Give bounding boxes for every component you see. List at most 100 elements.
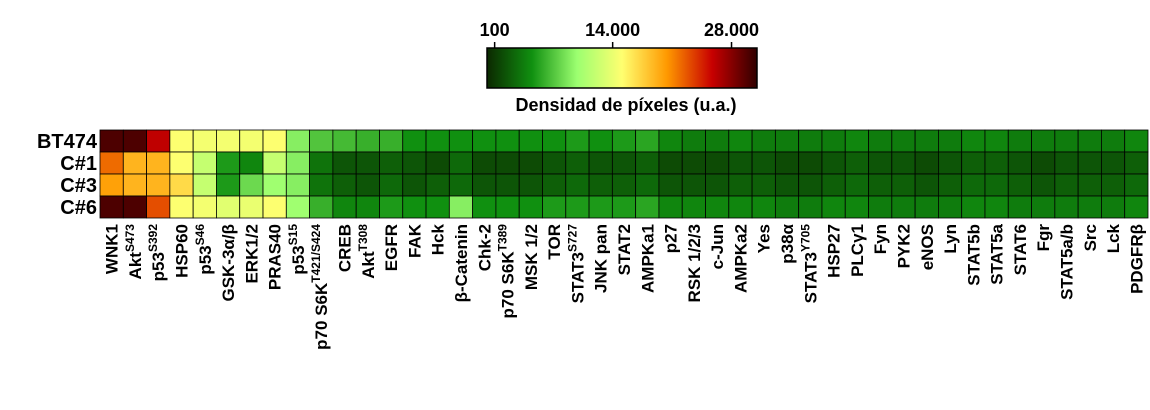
- heatmap-cell: [1124, 173, 1149, 197]
- heatmap-cell: [774, 173, 800, 197]
- column-label: Lyn: [941, 224, 960, 254]
- column-label: Lck: [1104, 223, 1123, 253]
- heatmap-cell: [938, 173, 963, 197]
- heatmap-cell: [751, 173, 776, 197]
- heatmap-cell: [751, 151, 776, 175]
- column-label-superscript: S392: [146, 224, 160, 252]
- heatmap-cell: [495, 173, 520, 197]
- column-label: p70 S6KT421/S424: [309, 224, 331, 350]
- heatmap-cell: [239, 173, 264, 197]
- heatmap-cell: [192, 195, 217, 219]
- heatmap-cell: [448, 151, 474, 175]
- heatmap-cell: [565, 195, 590, 219]
- heatmap-cell: [681, 173, 706, 197]
- column-label-name: HSP27: [825, 224, 844, 278]
- column-label-name: PDGFRβ: [1127, 224, 1146, 294]
- column-label-name: ERK1/2: [242, 224, 261, 284]
- heatmap-cell: [705, 195, 730, 219]
- heatmap-cell: [868, 173, 893, 197]
- column-label-name: FAK: [405, 223, 424, 258]
- column-label: STAT2: [615, 224, 634, 275]
- heatmap-cell: [122, 129, 147, 153]
- heatmap-cell: [798, 173, 823, 197]
- heatmap-cell: [635, 195, 660, 219]
- column-label-name: PLCγ1: [848, 224, 867, 277]
- heatmap-cell: [658, 129, 683, 153]
- column-label: p53S15: [286, 224, 308, 275]
- heatmap-cell: [914, 195, 939, 219]
- heatmap-cell: [984, 129, 1009, 153]
- heatmap-cell: [332, 129, 357, 153]
- column-label: AktS473: [123, 224, 145, 280]
- heatmap-cell: [518, 173, 543, 197]
- heatmap-cell: [169, 173, 194, 197]
- heatmap-cell: [402, 195, 427, 219]
- column-label-superscript: S15: [286, 224, 300, 246]
- heatmap-cell: [1077, 151, 1102, 175]
- column-label-name: STAT5a/b: [1057, 224, 1076, 300]
- column-label-name: Lck: [1104, 223, 1123, 253]
- column-label: PRAS40: [266, 224, 285, 290]
- heatmap-cell: [495, 151, 520, 175]
- heatmap-cell: [309, 129, 334, 153]
- heatmap-cell: [611, 129, 637, 153]
- heatmap-cell: [99, 173, 124, 197]
- heatmap-cell: [844, 129, 869, 153]
- column-label-name: Hck: [429, 223, 448, 255]
- column-label-superscript: T308: [356, 224, 370, 252]
- column-label: HSP27: [825, 224, 844, 278]
- column-label: STAT5b: [964, 224, 983, 286]
- heatmap-cell: [472, 129, 497, 153]
- column-label-name: Akt: [359, 251, 378, 279]
- colorbar-tick-label: 28.000: [704, 20, 759, 40]
- column-label: CREB: [336, 224, 355, 272]
- column-label: Chk-2: [475, 224, 494, 271]
- column-label: p38α: [778, 223, 797, 263]
- heatmap-cell: [448, 195, 474, 219]
- column-label: β-Catenin: [452, 224, 471, 302]
- column-label-name: STAT3: [801, 252, 820, 303]
- heatmap-cell: [611, 173, 637, 197]
- heatmap-cell: [1007, 151, 1032, 175]
- column-label: AMPKa1: [638, 224, 657, 293]
- heatmap-cell: [1124, 151, 1149, 175]
- column-label: AMPKa2: [731, 224, 750, 293]
- heatmap-cell: [542, 129, 567, 153]
- heatmap-cell: [751, 195, 776, 219]
- heatmap-cell: [891, 195, 916, 219]
- heatmap-cell: [122, 173, 147, 197]
- heatmap-cell: [658, 173, 683, 197]
- column-label: ERK1/2: [242, 224, 261, 284]
- column-label: Fyn: [871, 224, 890, 254]
- heatmap-cell: [99, 151, 124, 175]
- heatmap-cell: [332, 195, 357, 219]
- heatmap-cell: [705, 151, 730, 175]
- column-label-name: PRAS40: [266, 224, 285, 290]
- column-label: c-Jun: [708, 224, 727, 269]
- column-label: p53S46: [193, 224, 215, 275]
- column-label-name: p38α: [778, 223, 797, 263]
- heatmap-cell: [728, 195, 753, 219]
- heatmap-cell: [146, 195, 171, 219]
- column-label-name: p53: [289, 245, 308, 274]
- heatmap-cell: [332, 173, 357, 197]
- column-label: Src: [1081, 224, 1100, 251]
- column-label: STAT3S727: [565, 224, 587, 304]
- heatmap-cell: [1124, 129, 1149, 153]
- column-label-name: STAT6: [1011, 224, 1030, 275]
- heatmap-cell: [216, 151, 241, 175]
- heatmap-cell: [402, 129, 427, 153]
- row-label: C#1: [60, 153, 97, 175]
- heatmap-cell: [1101, 151, 1126, 175]
- column-label-name: p53: [149, 252, 168, 281]
- heatmap-cell: [379, 151, 404, 175]
- heatmap-cell: [402, 151, 427, 175]
- heatmap-cell: [99, 195, 124, 219]
- heatmap-cell: [239, 129, 264, 153]
- column-label-name: eNOS: [918, 224, 937, 270]
- heatmap-cell: [611, 195, 637, 219]
- heatmap-cell: [681, 151, 706, 175]
- heatmap-cell: [425, 151, 450, 175]
- heatmap-cell: [798, 195, 823, 219]
- heatmap-cell: [169, 129, 194, 153]
